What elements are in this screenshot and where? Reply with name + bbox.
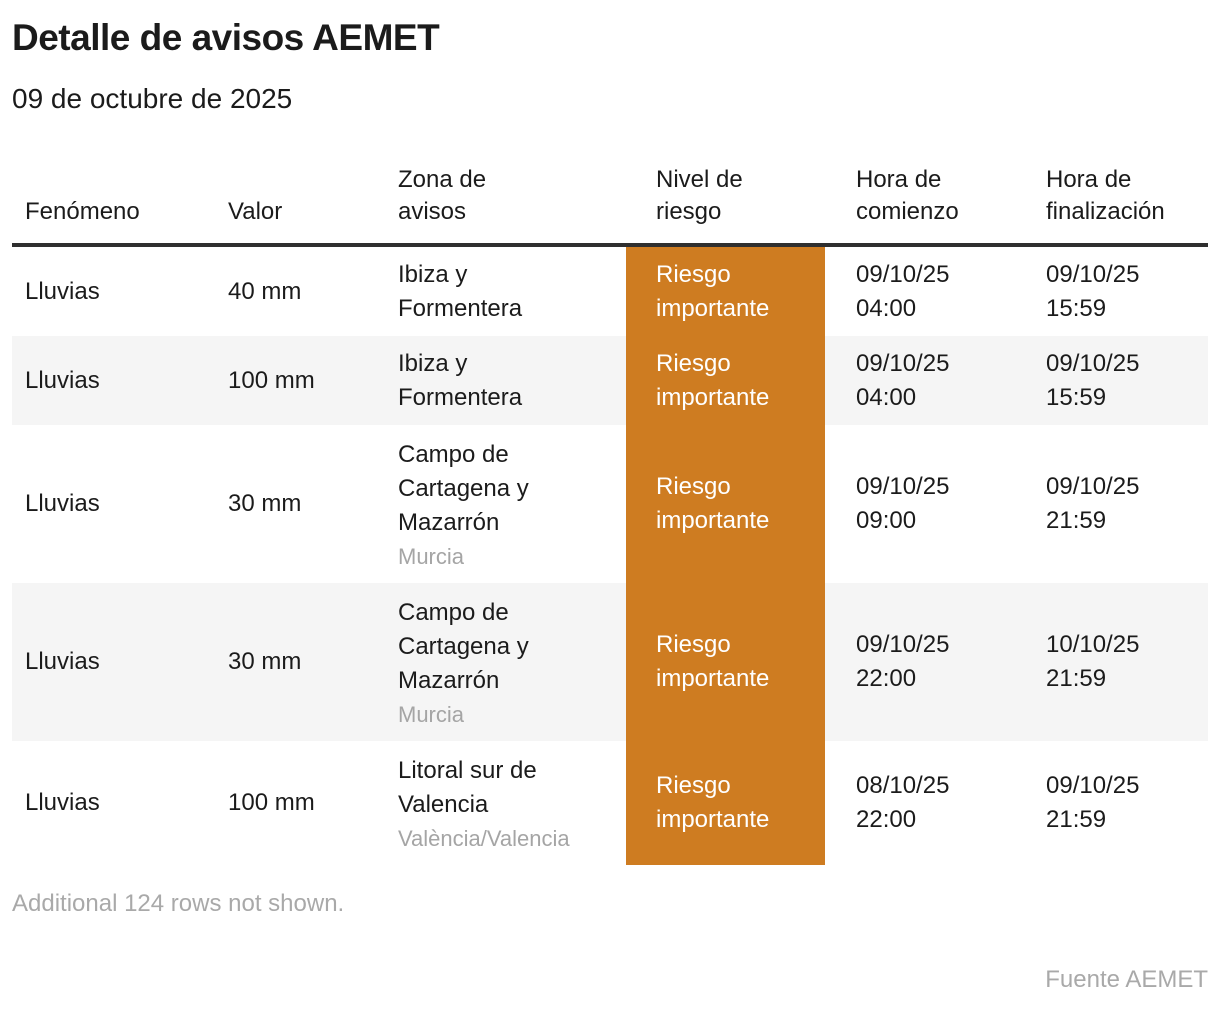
- zona-name: Campo de Cartagena y Mazarrón: [398, 440, 529, 536]
- table-row: Lluvias 30 mm Campo de Cartagena y Mazar…: [12, 583, 1208, 741]
- cell-fenomeno: Lluvias: [25, 789, 100, 816]
- risk-level-badge: Riesgo importante: [626, 741, 825, 865]
- cell-fenomeno: Lluvias: [25, 366, 100, 394]
- column-header-hora-de-finalizacion: Hora de finalización: [1046, 166, 1165, 225]
- zona-name: Litoral sur de Valencia: [398, 756, 537, 818]
- column-header-fenomeno: Fenómeno: [25, 198, 140, 225]
- zona-name: Ibiza y Formentera: [398, 260, 523, 322]
- table-header-row: Fenómeno Valor Zona de avisos Nivel de r…: [12, 164, 1208, 247]
- cell-hora-comienzo: 09/10/25 04:00: [856, 349, 950, 411]
- cell-fenomeno: Lluvias: [25, 648, 100, 675]
- cell-zona: Campo de Cartagena y Mazarrón Murcia: [385, 583, 626, 741]
- column-header-zona-de-avisos: Zona de avisos: [398, 166, 487, 225]
- column-header-valor: Valor: [228, 198, 283, 225]
- cell-hora-comienzo: 09/10/25 09:00: [856, 473, 950, 534]
- cell-zona: Campo de Cartagena y Mazarrón Murcia: [385, 425, 626, 583]
- cell-hora-finalizacion: 10/10/25 21:59: [1046, 631, 1140, 692]
- additional-rows-note: Additional 124 rows not shown.: [12, 890, 345, 917]
- source-attribution: Fuente AEMET: [1045, 966, 1208, 993]
- cell-valor: 100 mm: [228, 366, 315, 394]
- cell-hora-finalizacion: 09/10/25 15:59: [1046, 260, 1140, 322]
- zona-name: Ibiza y Formentera: [398, 349, 523, 411]
- risk-level-badge: Riesgo importante: [626, 425, 825, 583]
- risk-level-badge: Riesgo importante: [626, 583, 825, 741]
- page: Detalle de avisos AEMET 09 de octubre de…: [12, 16, 1208, 995]
- table-row: Lluvias 40 mm Ibiza y Formentera Riesgo …: [12, 247, 1208, 336]
- zona-region-label: Murcia: [398, 701, 465, 727]
- cell-zona: Litoral sur de Valencia València/Valenci…: [385, 741, 626, 865]
- cell-hora-finalizacion: 09/10/25 21:59: [1046, 473, 1140, 534]
- cell-fenomeno: Lluvias: [25, 490, 100, 517]
- table-row: Lluvias 100 mm Ibiza y Formentera Riesgo…: [12, 336, 1208, 425]
- cell-fenomeno: Lluvias: [25, 277, 100, 305]
- page-subtitle: 09 de octubre de 2025: [12, 83, 293, 114]
- page-title: Detalle de avisos AEMET: [12, 17, 440, 58]
- zona-region-label: València/Valencia: [398, 825, 570, 851]
- cell-hora-comienzo: 08/10/25 22:00: [856, 772, 950, 833]
- cell-hora-finalizacion: 09/10/25 15:59: [1046, 349, 1140, 411]
- cell-hora-comienzo: 09/10/25 04:00: [856, 260, 950, 322]
- risk-level-badge: Riesgo importante: [626, 336, 825, 425]
- table-row: Lluvias 30 mm Campo de Cartagena y Mazar…: [12, 425, 1208, 583]
- cell-valor: 30 mm: [228, 490, 302, 517]
- cell-zona: Ibiza y Formentera: [385, 247, 626, 336]
- column-header-nivel-de-riesgo: Nivel de riesgo: [656, 166, 743, 225]
- cell-hora-finalizacion: 09/10/25 21:59: [1046, 772, 1140, 833]
- column-header-hora-de-comienzo: Hora de comienzo: [856, 166, 959, 225]
- risk-level-badge: Riesgo importante: [626, 247, 825, 336]
- cell-valor: 40 mm: [228, 277, 302, 305]
- cell-valor: 30 mm: [228, 648, 302, 675]
- table-row: Lluvias 100 mm Litoral sur de Valencia V…: [12, 741, 1208, 865]
- avisos-table: Fenómeno Valor Zona de avisos Nivel de r…: [12, 164, 1208, 865]
- cell-zona: Ibiza y Formentera: [385, 336, 626, 425]
- zona-region-label: Murcia: [398, 543, 465, 569]
- cell-valor: 100 mm: [228, 789, 315, 816]
- zona-name: Campo de Cartagena y Mazarrón: [398, 598, 529, 694]
- cell-hora-comienzo: 09/10/25 22:00: [856, 631, 950, 692]
